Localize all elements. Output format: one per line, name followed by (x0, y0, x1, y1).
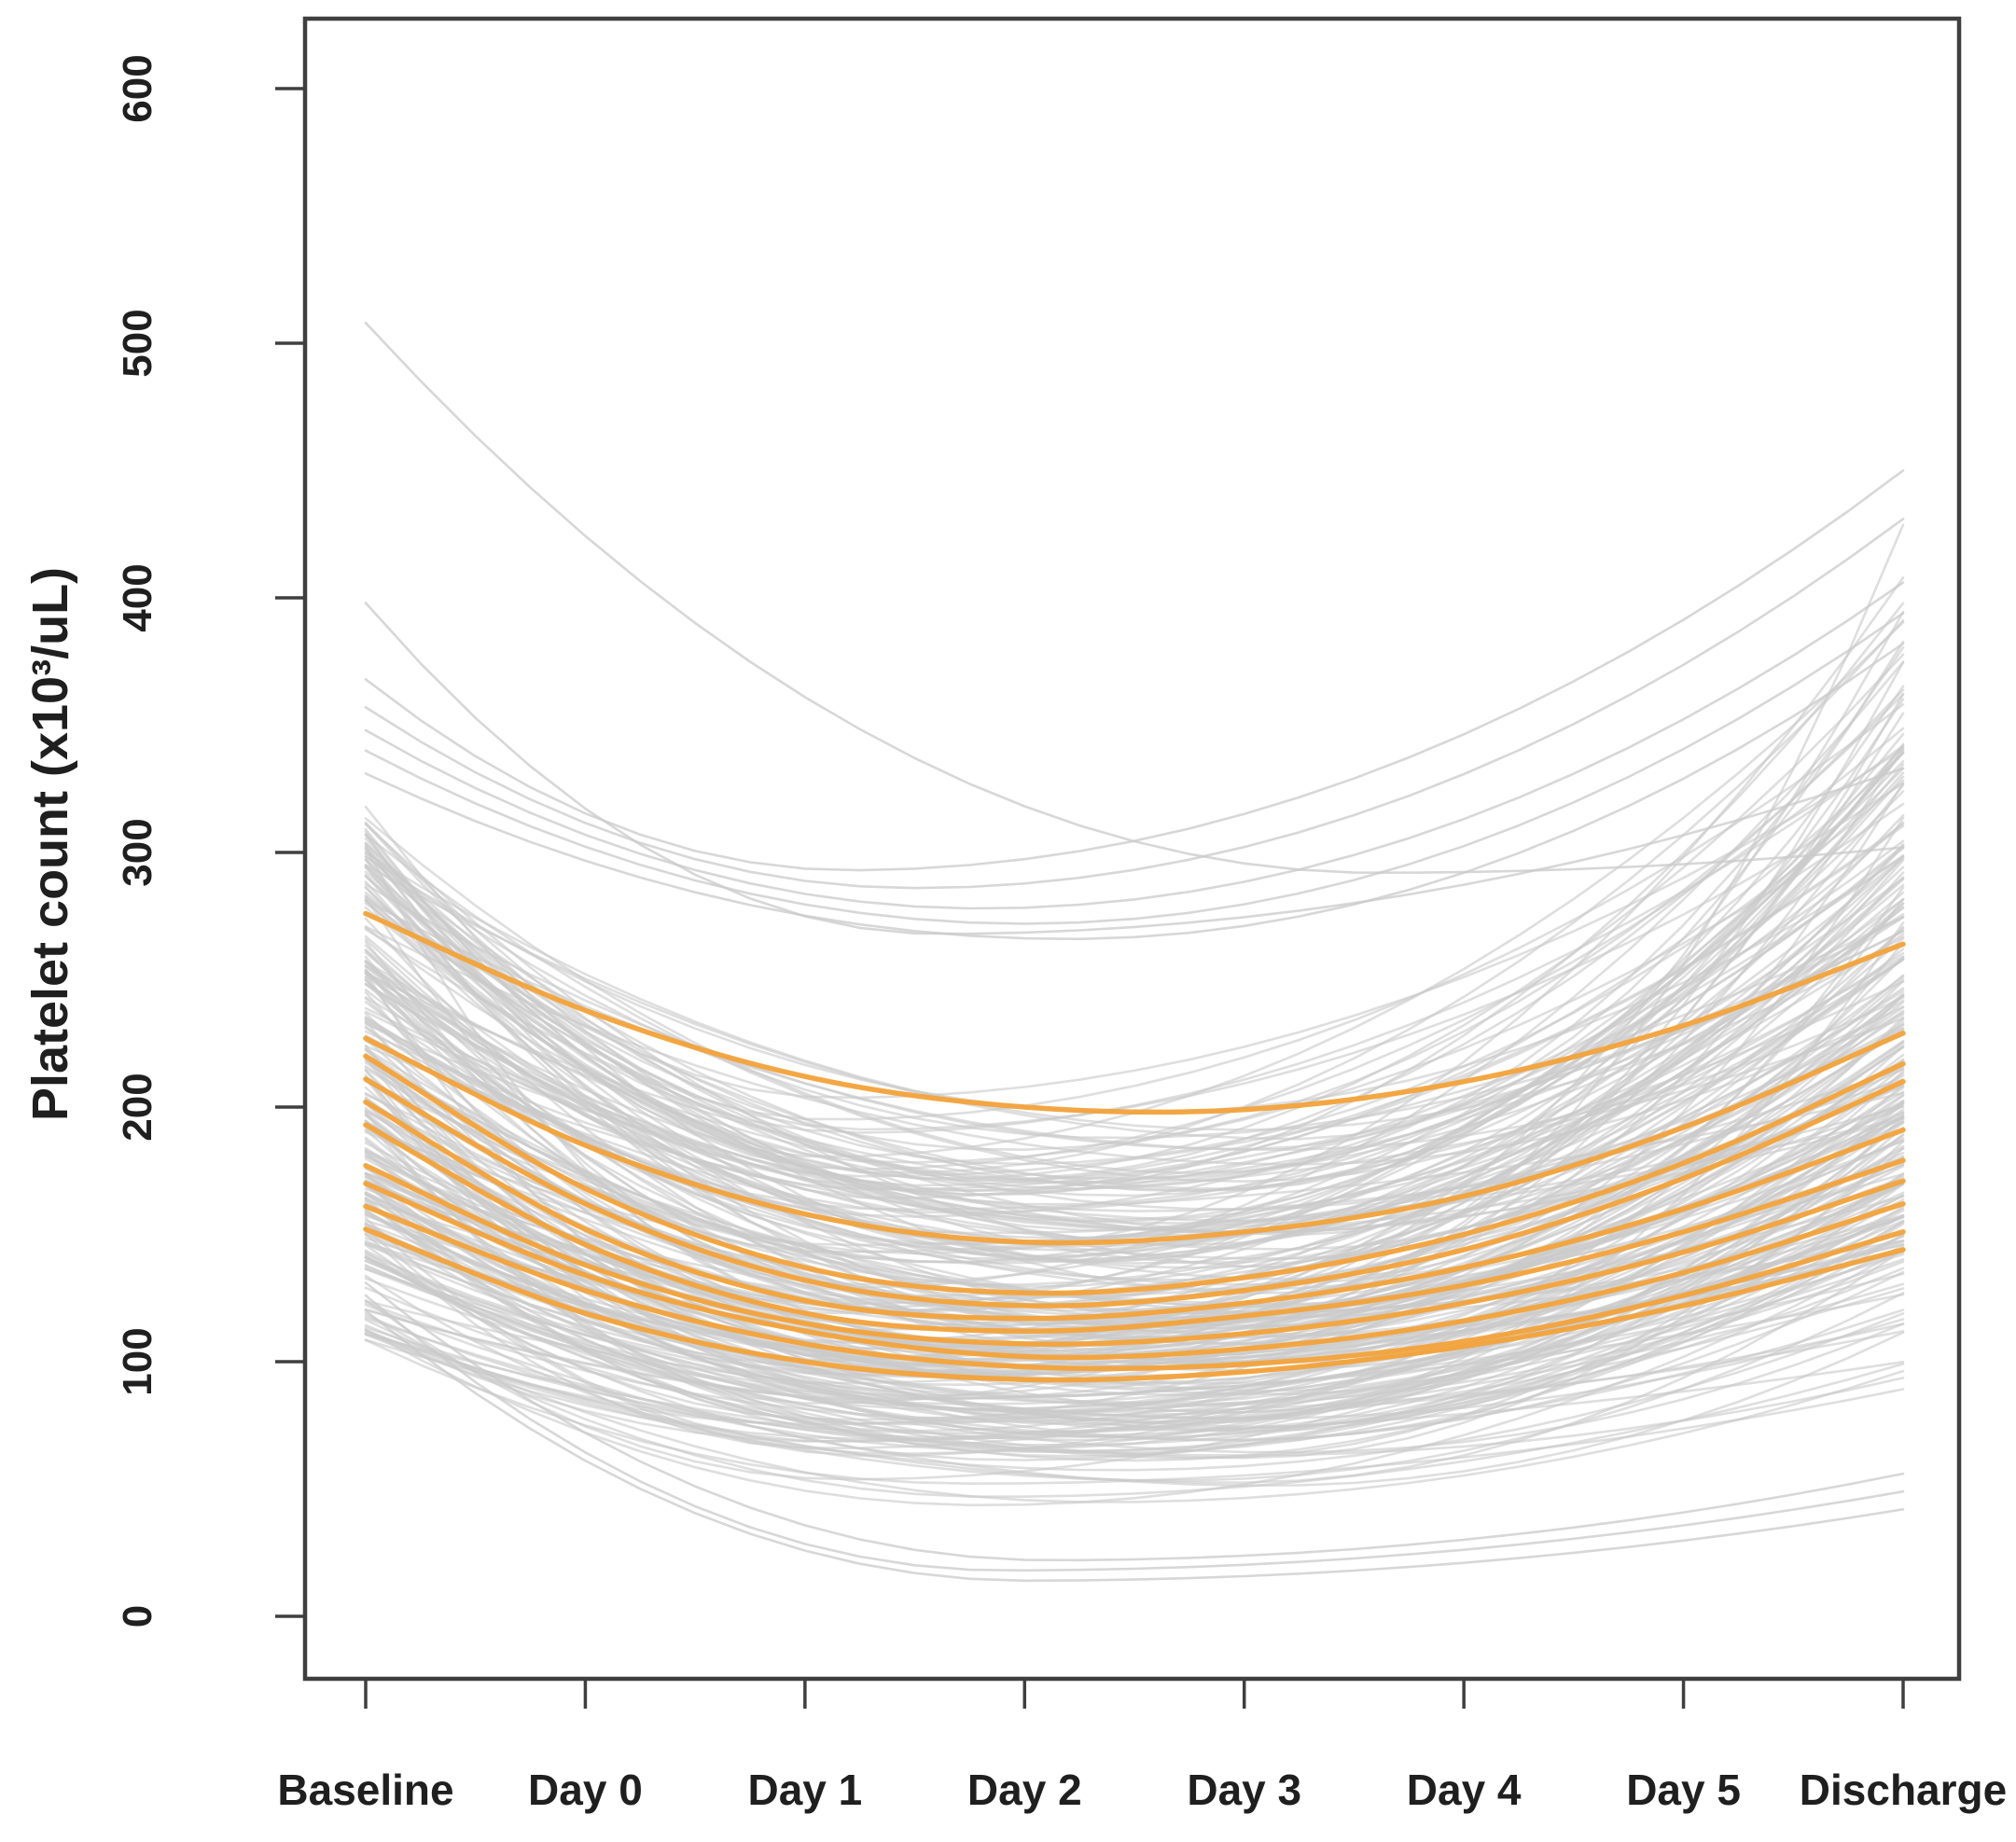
gray-trajectory-line (364, 1023, 1905, 1400)
axis-labels-group: Baseline Day 0 Day 1 Day 2 Day 3 Day 4 Day 5 Di… (115, 54, 2007, 1814)
gray-trajectory-line (364, 640, 1905, 1141)
y-tick-label: 600 (115, 54, 160, 122)
highlighted-trajectories-group (363, 910, 1906, 1383)
x-tick-label: Day 5 (1626, 1766, 1741, 1814)
gray-trajectory-line (364, 745, 1905, 1192)
gray-trajectory-line (364, 1172, 1905, 1458)
y-tick-label: 400 (115, 563, 160, 631)
x-tick-label: Day 0 (528, 1766, 643, 1814)
gray-outlier-line (364, 602, 1905, 935)
gray-trajectory-line (364, 747, 1905, 1100)
gray-outlier-line (364, 612, 1905, 925)
y-tick-label: 500 (115, 309, 160, 377)
y-tick-label: 300 (115, 818, 160, 886)
gray-trajectory-line (364, 1267, 1905, 1420)
highlighted-trajectory-line (363, 1099, 1906, 1322)
gray-trajectory-line (364, 852, 1905, 1131)
gray-outlier-line (364, 518, 1905, 890)
gray-outlier-line (364, 321, 1905, 874)
x-tick-label: Day 1 (747, 1766, 862, 1814)
gray-outlier-line (364, 469, 1905, 872)
gray-trajectory-line (364, 752, 1905, 1181)
gray-trajectory-line (364, 1311, 1905, 1498)
highlighted-trajectory-line (363, 1181, 1906, 1361)
gray-trajectory-line (364, 1248, 1905, 1507)
highlighted-trajectory-line (363, 910, 1906, 1115)
gray-outlier-line (364, 642, 1905, 941)
x-tick-label: Discharge (1800, 1766, 2007, 1814)
highlighted-trajectory-line (363, 1053, 1906, 1296)
gray-trajectory-line (364, 1094, 1905, 1414)
gray-outlier-line (364, 1294, 1905, 1572)
gray-trajectory-line (364, 987, 1905, 1223)
axis-ticks-group (275, 87, 1905, 1709)
gray-trajectory-line (364, 883, 1905, 1258)
highlighted-trajectory-line (363, 1031, 1906, 1246)
x-tick-label: Day 4 (1407, 1766, 1522, 1814)
y-tick-label: 100 (115, 1327, 160, 1395)
gray-trajectory-line (364, 858, 1905, 1263)
gray-outlier-line (364, 1309, 1905, 1583)
gray-outlier-line (364, 1281, 1905, 1562)
gray-outlier-line (364, 581, 1905, 910)
gray-trajectory-line (364, 824, 1905, 1199)
gray-trajectory-line (364, 1333, 1905, 1441)
highlighted-trajectory-line (363, 1163, 1906, 1347)
highlighted-trajectory-line (363, 1076, 1906, 1309)
gray-trajectory-line (364, 1318, 1905, 1503)
gray-trajectory-line (364, 703, 1905, 1121)
plot-border (302, 16, 1962, 1682)
gray-trajectory-line (364, 916, 1905, 1192)
gray-trajectory-line (364, 1235, 1905, 1420)
gray-trajectories-group (364, 321, 1905, 1583)
y-tick-label: 200 (115, 1073, 160, 1141)
gray-trajectory-line (364, 1121, 1905, 1423)
y-tick-label: 0 (115, 1605, 160, 1627)
gray-trajectory-line (364, 1312, 1905, 1472)
y-axis-title: Platelet count (x10³/uL) (22, 567, 78, 1121)
gray-trajectory-line (364, 523, 1905, 1269)
gray-trajectory-line (364, 855, 1905, 1265)
highlighted-trajectory-line (363, 1122, 1906, 1334)
gray-trajectory-line (364, 930, 1905, 1191)
x-tick-label: Day 2 (967, 1766, 1082, 1814)
highlighted-trajectory-line (363, 1203, 1906, 1372)
x-tick-label: Day 3 (1187, 1766, 1301, 1814)
x-tick-label: Baseline (277, 1766, 453, 1814)
highlighted-trajectory-line (363, 1226, 1906, 1383)
gray-trajectory-line (364, 712, 1905, 1351)
gray-trajectory-line (364, 902, 1905, 1363)
gray-trajectory-line (364, 955, 1905, 1314)
